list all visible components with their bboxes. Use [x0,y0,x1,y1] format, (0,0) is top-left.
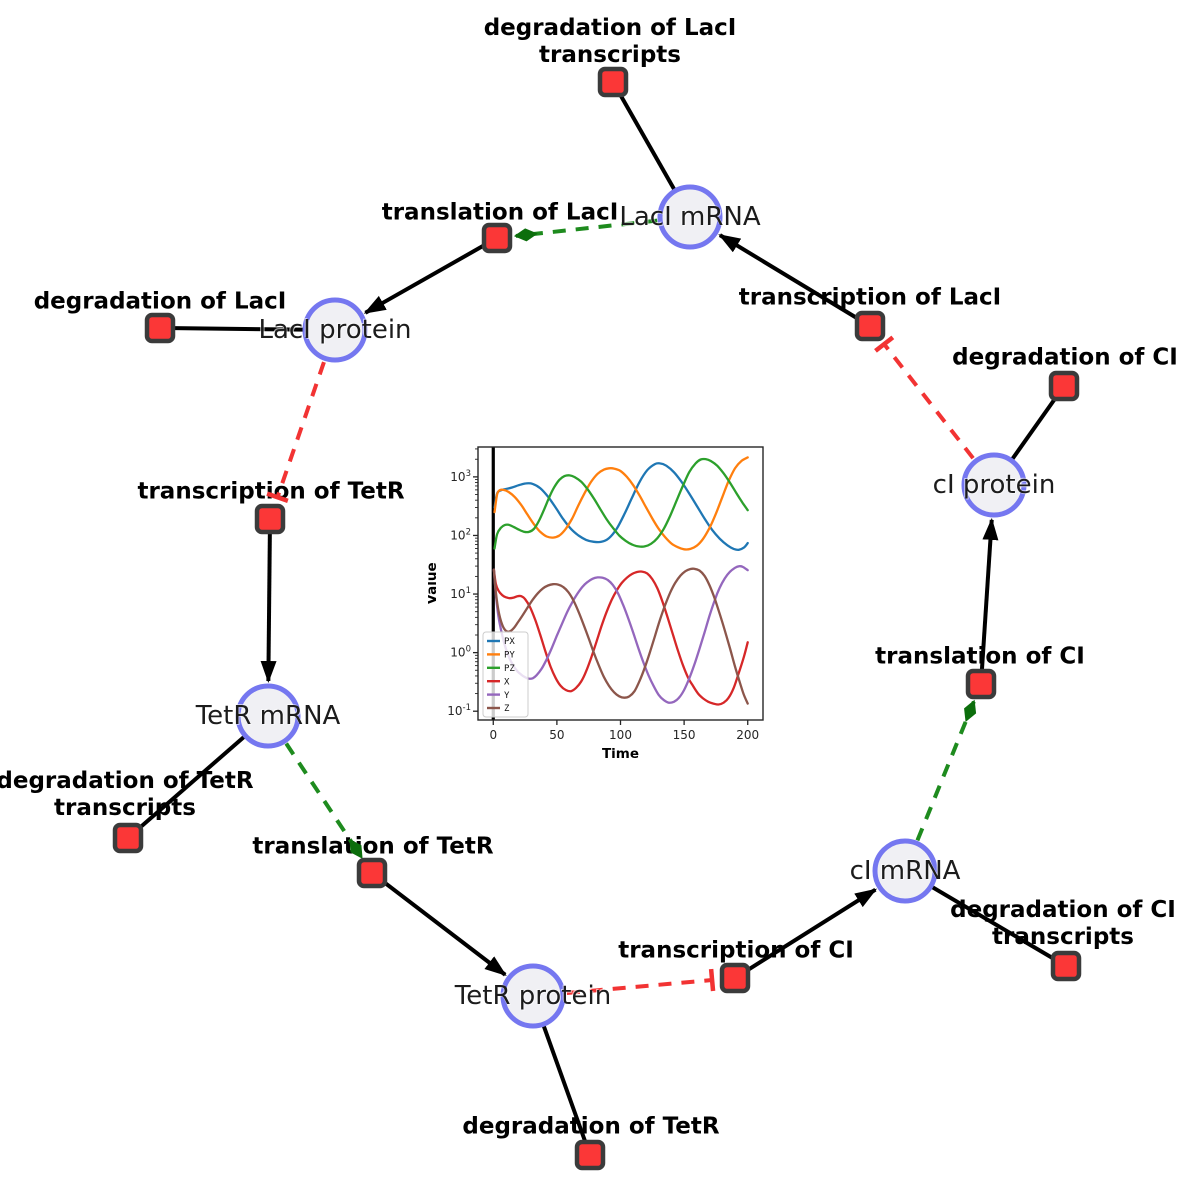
axes-box [477,446,764,721]
edge-laci-protein-to-degradation-of-laci [174,326,305,332]
species-node-laci-protein[interactable] [302,297,368,363]
species-label-laci-mrna: LacI mRNA [619,202,761,232]
reaction-node-degradation-of-ci-transcripts[interactable] [1050,950,1082,982]
reaction-node-degradation-of-laci[interactable] [144,312,176,344]
reaction-label-translation-of-laci: translation of LacI [382,200,619,227]
legend: PX PY PZ XYZ [482,631,529,718]
species-node-laci-mrna[interactable] [657,184,723,250]
edge-tetr-mrna-to-degradation-of-tetr-transcripts [137,734,246,830]
edge-ci-mrna-to-translation-of-ci [915,699,977,842]
edge-laci-mrna-to-degradation-of-laci-transcripts [618,94,677,192]
species-node-tetr-mrna[interactable] [235,683,301,749]
edge-translation-of-laci-to-laci-protein [363,243,486,315]
series-Z [492,567,749,705]
y-axis-label: Value [428,562,440,604]
edge-ci-mrna-to-degradation-of-ci-transcripts [930,885,1055,961]
edge-translation-of-tetr-to-tetr-protein [381,879,507,977]
reaction-node-transcription-of-tetr[interactable] [254,503,286,535]
x-tick-label: 150 [673,728,696,742]
reaction-node-degradation-of-tetr[interactable] [574,1139,606,1171]
edge-transcription-of-tetr-to-tetr-mrna [260,532,277,684]
species-label-tetr-protein: TetR protein [454,981,612,1011]
reaction-label-degradation-of-laci-transcripts: degradation of LacI transcripts [484,15,737,69]
reaction-node-degradation-of-ci[interactable] [1048,370,1080,402]
reaction-label-degradation-of-laci: degradation of LacI [34,289,287,316]
x-axis-label: Time [602,746,639,762]
reaction-node-translation-of-ci[interactable] [965,668,997,700]
species-label-ci-mrna: cI mRNA [849,856,961,886]
edge-transcription-of-laci-to-laci-mrna [718,233,860,321]
reaction-label-line: degradation of TetR [462,1113,720,1140]
reaction-label-line: translation of LacI [381,199,619,226]
reaction-label-line: translation of TetR [252,833,494,860]
reaction-node-translation-of-tetr[interactable] [356,857,388,889]
species-label-laci-protein: LacI protein [258,315,412,345]
series-PZ [493,457,749,550]
species-node-tetr-protein[interactable] [500,963,566,1029]
reaction-label-degradation-of-ci: degradation of CI [952,345,1178,372]
legend-entry: PY [504,651,515,661]
y-tick-label: 100 [450,645,471,660]
x-tick-label: 100 [609,728,632,742]
edge-tetr-protein-to-transcription-of-ci [566,968,716,995]
species-label-tetr-mrna: TetR mRNA [195,701,341,731]
species-node-ci-protein[interactable] [961,452,1027,518]
x-tick-label: 200 [736,728,759,742]
species-node-ci-mrna[interactable] [872,838,938,904]
timecourse-plot-inset: 10-1 100 101 102 103 0 50 100 150 200 Time Value PX P… [424,437,775,763]
x-tick-label: 50 [549,728,564,742]
edge-transcription-of-ci-to-ci-mrna [745,887,878,973]
reaction-label-translation-of-ci: translation of CI [875,644,1085,671]
reaction-node-degradation-of-laci-transcripts[interactable] [597,66,629,98]
y-tick-label: 10-1 [447,703,471,718]
legend-entry: PZ [504,664,515,674]
legend-entry: Y [504,691,510,701]
reaction-label-transcription-of-ci: transcription of CI [618,938,854,965]
y-tick-label: 101 [450,586,471,601]
y-tick-label: 103 [450,469,471,484]
reaction-label-translation-of-tetr: translation of TetR [252,834,493,861]
edge-ci-protein-to-degradation-of-ci [1010,397,1057,461]
series-X [492,568,749,706]
reaction-label-line: degradation of LacI [33,288,287,315]
reaction-node-degradation-of-tetr-transcripts[interactable] [112,822,144,854]
reaction-node-transcription-of-laci[interactable] [854,310,886,342]
edge-tetr-protein-to-degradation-of-tetr [541,1024,587,1142]
reaction-label-line: degradation of CI [952,344,1178,371]
series-PX [493,462,749,551]
edge-laci-mrna-to-translation-of-laci [513,218,658,242]
reaction-label-line: transcripts [539,42,681,68]
edge-ci-protein-to-transcription-of-laci [874,335,975,460]
edge-laci-protein-to-transcription-of-tetr [266,361,326,503]
y-tick-label: 102 [450,527,471,542]
reaction-label-transcription-of-laci: transcription of LacI [739,285,1002,312]
reaction-node-translation-of-laci[interactable] [481,222,513,254]
edge-translation-of-ci-to-ci-protein [979,517,999,671]
species-label-ci-protein: cI protein [932,470,1056,500]
reaction-label-line: transcription of LacI [738,284,1002,311]
reaction-label-line: degradation of TetR [0,768,254,794]
legend-entry: X [504,677,510,687]
reaction-label-line: degradation of LacI [483,15,737,41]
reaction-label-degradation-of-tetr: degradation of TetR [462,1114,719,1141]
reaction-label-line: transcription of CI [618,937,854,964]
reaction-node-transcription-of-ci[interactable] [719,962,751,994]
x-tick-label: 0 [489,728,497,742]
series-PY [493,456,749,551]
legend-entry: Z [504,704,510,714]
reaction-label-line: translation of CI [875,643,1085,670]
legend-entry: PX [504,637,515,647]
